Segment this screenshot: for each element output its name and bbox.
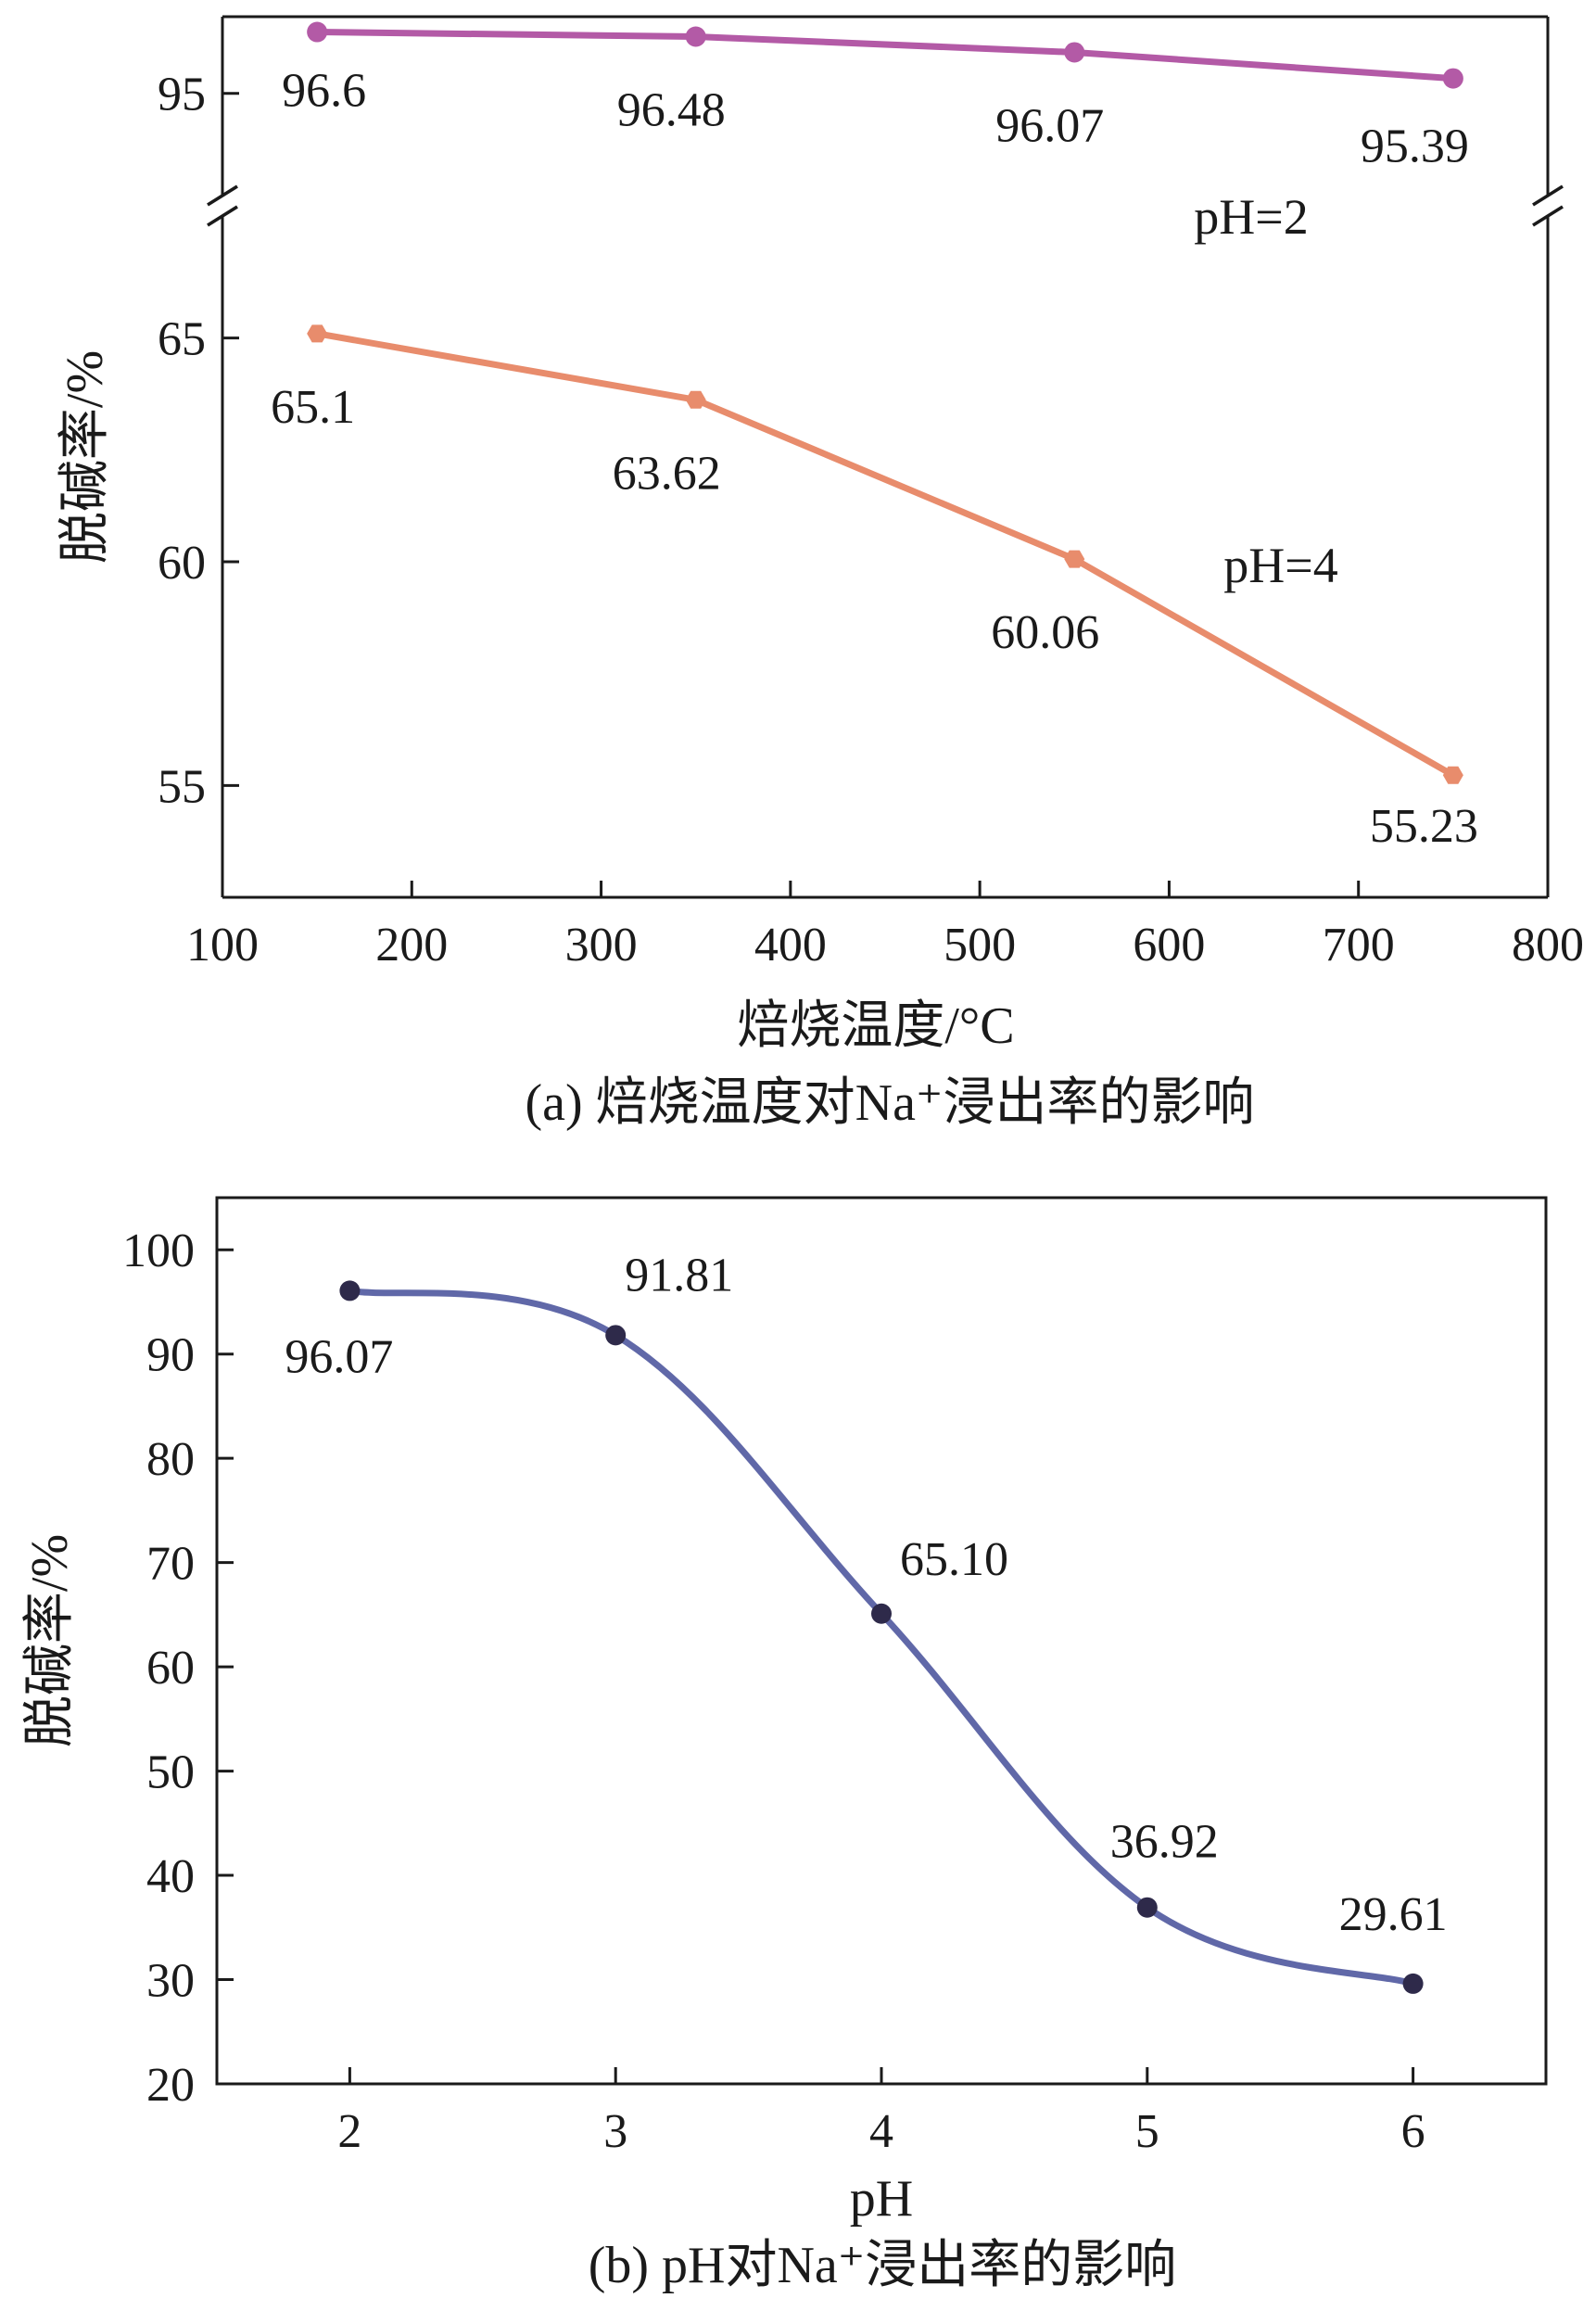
chart-a-series-name-2: pH=4 <box>1223 538 1337 593</box>
chart-b-data-label: 91.81 <box>625 1249 733 1301</box>
chart-a-data-label: 96.48 <box>617 84 726 137</box>
chart-a-caption: (a) 焙烧温度对Na⁺浸出率的影响 <box>525 1074 1254 1132</box>
chart-a-data-point <box>685 26 706 47</box>
chart-b-series-line <box>346 1287 1417 1987</box>
chart-b-y-tick-label: 20 <box>146 2059 195 2112</box>
chart-a-data-label: 95.39 <box>1361 121 1469 173</box>
chart-a-data-point <box>1064 550 1085 568</box>
chart-a-break-mark <box>1532 205 1564 227</box>
chart-a-x-tick-label: 400 <box>754 919 827 971</box>
chart-b-data-point <box>1136 1897 1158 1918</box>
chart-a-y-tick-label: 60 <box>158 537 206 590</box>
chart-b-data-point <box>605 1325 627 1346</box>
chart-b: 2 3 4 5 6 20 30 40 50 60 70 80 90 100 pH 脱碱率/% (b) pH对Na… <box>21 1196 1548 2294</box>
chart-b-y-tick-label: 90 <box>146 1329 195 1382</box>
chart-a-data-point <box>307 324 328 343</box>
chart-b-caption: (b) pH对Na⁺浸出率的影响 <box>589 2237 1177 2294</box>
chart-a-break-gap <box>204 195 241 217</box>
chart-a-x-tick-label: 200 <box>375 919 448 971</box>
chart-a-x-tick-label: 600 <box>1133 919 1205 971</box>
chart-b-y-tick-label: 70 <box>146 1538 195 1591</box>
chart-a-data-label: 63.62 <box>613 447 721 500</box>
chart-a-y-tick-label: 95 <box>158 69 206 121</box>
chart-a-break-mark <box>207 205 238 227</box>
chart-a-data-label: 55.23 <box>1370 800 1478 853</box>
chart-b-data-label: 96.07 <box>285 1330 393 1383</box>
chart-b-data-point <box>871 1603 892 1624</box>
chart-a-y-axis-title: 脱碱率/% <box>57 350 114 564</box>
chart-b-x-tick-label: 5 <box>1135 2105 1159 2158</box>
chart-a-data-label: 96.07 <box>995 99 1104 152</box>
chart-a-break-mark <box>207 184 238 207</box>
chart-b-data-label: 36.92 <box>1110 1816 1219 1869</box>
chart-a-x-tick-label: 100 <box>186 919 259 971</box>
chart-a-data-point <box>685 390 706 409</box>
chart-b-x-axis-title: pH <box>850 2170 913 2228</box>
chart-a: 100 200 300 400 500 600 700 800 95 55 60 65 焙烧温度/°C 脱… <box>57 15 1584 1132</box>
chart-b-y-tick-label: 40 <box>146 1850 195 1903</box>
chart-a-data-point <box>1064 42 1085 63</box>
chart-b-data-point <box>1402 1973 1424 1994</box>
chart-b-y-tick-label: 50 <box>146 1746 195 1799</box>
chart-a-break-gap <box>1529 195 1566 217</box>
chart-b-x-tick-label: 4 <box>869 2105 893 2158</box>
chart-b-data-label: 29.61 <box>1339 1888 1448 1941</box>
chart-b-x-tick-label: 6 <box>1401 2105 1425 2158</box>
chart-a-break-mark <box>1532 184 1564 207</box>
chart-a-series-line-2 <box>316 330 1455 779</box>
chart-b-y-tick-label: 60 <box>146 1642 195 1695</box>
chart-a-series-line-1 <box>317 29 1454 83</box>
chart-a-data-label: 65.1 <box>271 381 355 434</box>
chart-b-x-tick-label: 3 <box>603 2105 627 2158</box>
chart-a-data-point <box>307 21 328 43</box>
chart-a-x-tick-label: 700 <box>1323 919 1395 971</box>
chart-a-x-tick-label: 800 <box>1512 919 1584 971</box>
chart-b-frame <box>215 1196 1548 2086</box>
chart-b-y-axis-title: 脱碱率/% <box>21 1534 79 1747</box>
chart-a-data-label: 96.6 <box>282 65 366 118</box>
chart-a-data-point <box>1442 766 1463 784</box>
chart-b-data-point <box>339 1280 361 1301</box>
chart-a-data-label: 60.06 <box>991 606 1099 659</box>
chart-a-series-name-1: pH=2 <box>1194 189 1308 245</box>
chart-b-y-tick-label: 80 <box>146 1433 195 1486</box>
chart-b-x-tick-label: 2 <box>337 2105 361 2158</box>
chart-a-y-tick-label: 65 <box>158 313 206 366</box>
chart-a-x-axis-title: 焙烧温度/°C <box>737 997 1014 1055</box>
chart-a-data-point <box>1442 68 1463 89</box>
chart-a-x-tick-label: 300 <box>565 919 638 971</box>
chart-b-y-tick-label: 100 <box>122 1225 195 1277</box>
chart-b-data-label: 65.10 <box>900 1533 1008 1586</box>
chart-a-y-tick-label: 55 <box>158 760 206 813</box>
chart-a-x-tick-label: 500 <box>944 919 1016 971</box>
chart-b-y-tick-label: 30 <box>146 1955 195 2008</box>
